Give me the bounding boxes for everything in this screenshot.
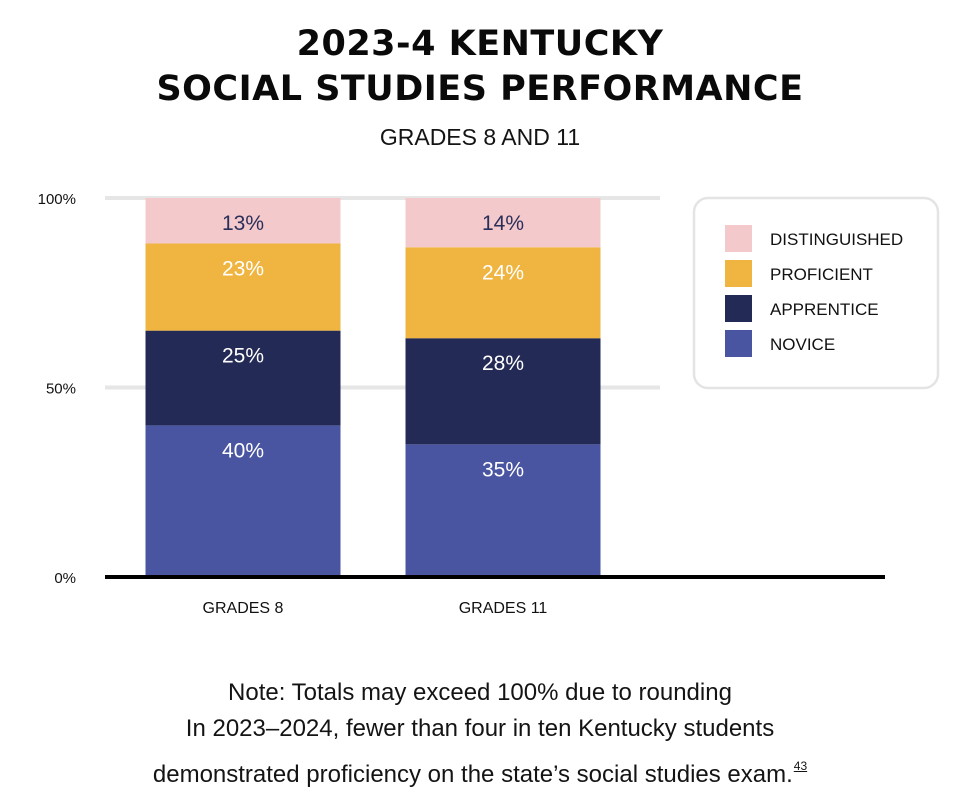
bar-distinguished-2 — [405, 198, 601, 248]
legend-box — [692, 196, 940, 390]
note-summary-line-2: demonstrated proficiency on the state’s … — [0, 748, 960, 793]
data-label-novice-2: 35% — [482, 458, 524, 481]
chart-subtitle: GRADES 8 AND 11 — [379, 124, 581, 150]
bar-proficient-1 — [145, 243, 341, 331]
legend-swatch-apprentice — [725, 295, 752, 322]
x-tick-label-2: GRADES 11 — [459, 600, 548, 617]
chart-title-line-1: 2023-4 KENTUCKY — [296, 24, 664, 64]
bar-distinguished-1 — [145, 198, 341, 244]
legend-label-distinguished: DISTINGUISHED — [770, 230, 903, 249]
bar-proficient-2 — [405, 247, 601, 339]
y-tick-label-0: 0% — [54, 570, 76, 587]
data-label-apprentice-2: 28% — [482, 352, 524, 375]
data-label-distinguished-2: 14% — [482, 212, 524, 235]
note-rounding: Note: Totals may exceed 100% due to roun… — [228, 679, 732, 706]
data-label-proficient-2: 24% — [482, 261, 524, 284]
legend-label-novice: NOVICE — [770, 335, 835, 354]
bar-apprentice-1 — [145, 330, 341, 426]
y-tick-label-50: 50% — [46, 381, 76, 398]
chart-title-line-2: SOCIAL STUDIES PERFORMANCE — [156, 69, 804, 109]
bar-novice-1 — [145, 425, 341, 577]
legend-swatch-novice — [725, 330, 752, 357]
note-summary-text: demonstrated proficiency on the state’s … — [152, 761, 793, 788]
data-label-proficient-1: 23% — [222, 257, 264, 280]
legend-label-apprentice: APPRENTICE — [770, 300, 879, 319]
x-tick-label-1: GRADES 8 — [203, 600, 284, 617]
legend-swatch-distinguished — [725, 225, 752, 252]
bar-novice-2 — [405, 444, 601, 577]
stacked-bar-chart: 0% 50% 100% 40% 25% 23% 13% GRADES 8 35% 28% 24% 14… — [38, 191, 940, 617]
data-label-distinguished-1: 13% — [222, 212, 264, 235]
footnote-ref[interactable]: 43 — [793, 759, 808, 773]
note-summary-line-1: In 2023–2024, fewer than four in ten Ken… — [185, 715, 775, 742]
bar-apprentice-2 — [405, 338, 601, 445]
data-label-novice-1: 40% — [222, 439, 264, 462]
legend-label-proficient: PROFICIENT — [770, 265, 873, 284]
y-tick-label-100: 100% — [38, 191, 76, 208]
legend-swatch-proficient — [725, 260, 752, 287]
data-label-apprentice-1: 25% — [222, 345, 264, 368]
